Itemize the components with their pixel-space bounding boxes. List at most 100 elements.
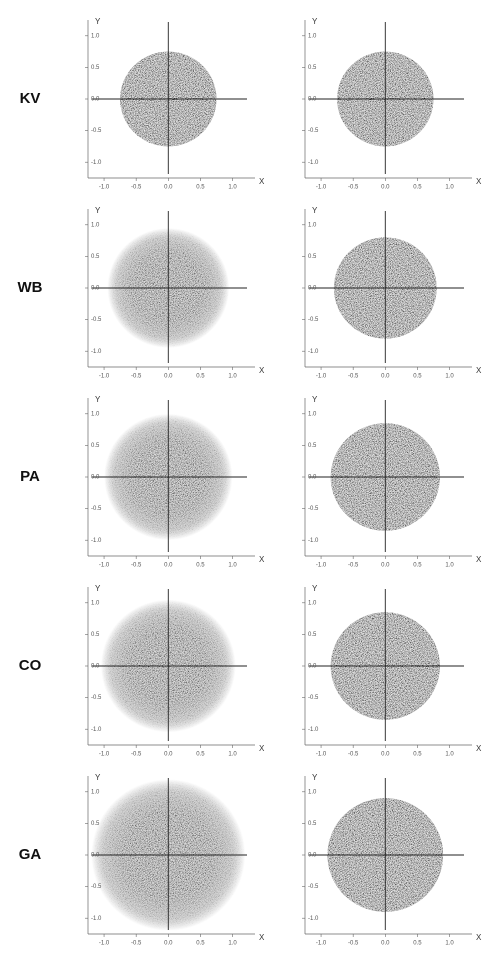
x-axis-label: X [259,366,265,375]
y-tick-label: -0.5 [91,317,102,323]
x-tick-label: 0.5 [196,374,205,380]
row-label: KV [20,90,41,107]
x-tick-label: 1.0 [445,374,454,380]
x-tick-label: 0.5 [413,752,422,758]
x-tick-label: 0.0 [381,374,390,380]
x-tick-label: -0.5 [348,374,359,380]
x-tick-label: -1.0 [99,752,110,758]
y-tick-label: -1.0 [91,727,102,733]
y-tick-label: -0.5 [91,884,102,890]
x-tick-label: -1.0 [316,941,327,947]
x-tick-label: 1.0 [228,752,237,758]
row-label: PA [20,468,40,485]
y-tick-label: 0.5 [308,632,317,638]
y-tick-label: 0.0 [308,664,317,670]
y-axis-label: Y [312,773,318,782]
x-tick-label: 0.0 [381,563,390,569]
y-tick-label: 1.0 [91,600,100,606]
x-tick-label: 0.0 [381,752,390,758]
y-axis-label: Y [95,395,101,404]
x-tick-label: 0.0 [164,752,173,758]
y-tick-label: 1.0 [91,222,100,228]
y-tick-label: -1.0 [91,349,102,355]
y-tick-label: 0.5 [91,65,100,71]
x-axis-label: X [476,744,482,753]
y-tick-label: -1.0 [308,349,319,355]
y-axis-label: Y [95,773,101,782]
y-tick-label: 0.5 [308,254,317,260]
x-tick-label: 0.5 [413,941,422,947]
x-tick-label: -1.0 [99,563,110,569]
x-tick-label: 1.0 [228,374,237,380]
y-tick-label: 0.0 [91,286,100,292]
y-tick-label: 0.5 [308,821,317,827]
y-tick-label: 0.0 [91,853,100,859]
x-axis-label: X [259,744,265,753]
y-tick-label: -1.0 [91,538,102,544]
y-tick-label: 0.0 [308,853,317,859]
x-axis-label: X [476,177,482,186]
y-tick-label: 0.0 [308,286,317,292]
row-label: GA [19,846,42,863]
x-tick-label: -1.0 [316,374,327,380]
x-tick-label: -1.0 [316,563,327,569]
x-tick-label: 0.5 [413,563,422,569]
x-tick-label: 0.0 [164,374,173,380]
x-tick-label: -0.5 [131,374,142,380]
y-tick-label: 0.0 [91,664,100,670]
x-tick-label: -1.0 [99,185,110,191]
x-tick-label: 0.0 [164,185,173,191]
x-tick-label: -0.5 [131,752,142,758]
y-tick-label: -1.0 [91,160,102,166]
y-axis-label: Y [95,17,101,26]
y-axis-label: Y [95,584,101,593]
y-tick-label: 0.5 [91,632,100,638]
y-tick-label: 0.0 [308,97,317,103]
y-tick-label: -0.5 [91,506,102,512]
y-tick-label: -1.0 [308,160,319,166]
x-tick-label: 1.0 [445,185,454,191]
x-tick-label: -0.5 [131,941,142,947]
x-tick-label: 1.0 [228,941,237,947]
x-tick-label: 1.0 [445,563,454,569]
y-tick-label: 1.0 [308,789,317,795]
y-tick-label: 1.0 [91,789,100,795]
y-tick-label: -0.5 [308,317,319,323]
x-tick-label: -0.5 [348,941,359,947]
y-tick-label: -0.5 [308,506,319,512]
x-tick-label: 0.5 [413,374,422,380]
x-tick-label: 0.0 [164,563,173,569]
x-tick-label: 0.0 [381,941,390,947]
x-tick-label: -1.0 [99,374,110,380]
y-tick-label: 1.0 [308,33,317,39]
y-axis-label: Y [312,395,318,404]
x-axis-label: X [476,555,482,564]
row-label: WB [18,279,43,296]
x-tick-label: 1.0 [445,752,454,758]
x-tick-label: 0.5 [196,563,205,569]
y-tick-label: -1.0 [308,538,319,544]
y-tick-label: 1.0 [308,600,317,606]
y-tick-label: 0.5 [308,443,317,449]
y-tick-label: 1.0 [91,411,100,417]
x-tick-label: -0.5 [131,185,142,191]
x-tick-label: 0.0 [381,185,390,191]
y-tick-label: 0.0 [308,475,317,481]
x-tick-label: 0.5 [413,185,422,191]
x-tick-label: 1.0 [228,563,237,569]
x-tick-label: 0.5 [196,752,205,758]
y-axis-label: Y [312,206,318,215]
y-axis-label: Y [312,17,318,26]
y-tick-label: 0.5 [91,443,100,449]
x-tick-label: -1.0 [316,752,327,758]
x-tick-label: 1.0 [228,185,237,191]
y-tick-label: -0.5 [91,695,102,701]
x-tick-label: 0.0 [164,941,173,947]
y-tick-label: 0.5 [308,65,317,71]
y-tick-label: 0.5 [91,821,100,827]
y-tick-label: 0.0 [91,475,100,481]
x-tick-label: 1.0 [445,941,454,947]
x-tick-label: 0.5 [196,185,205,191]
row-label: CO [19,657,42,674]
